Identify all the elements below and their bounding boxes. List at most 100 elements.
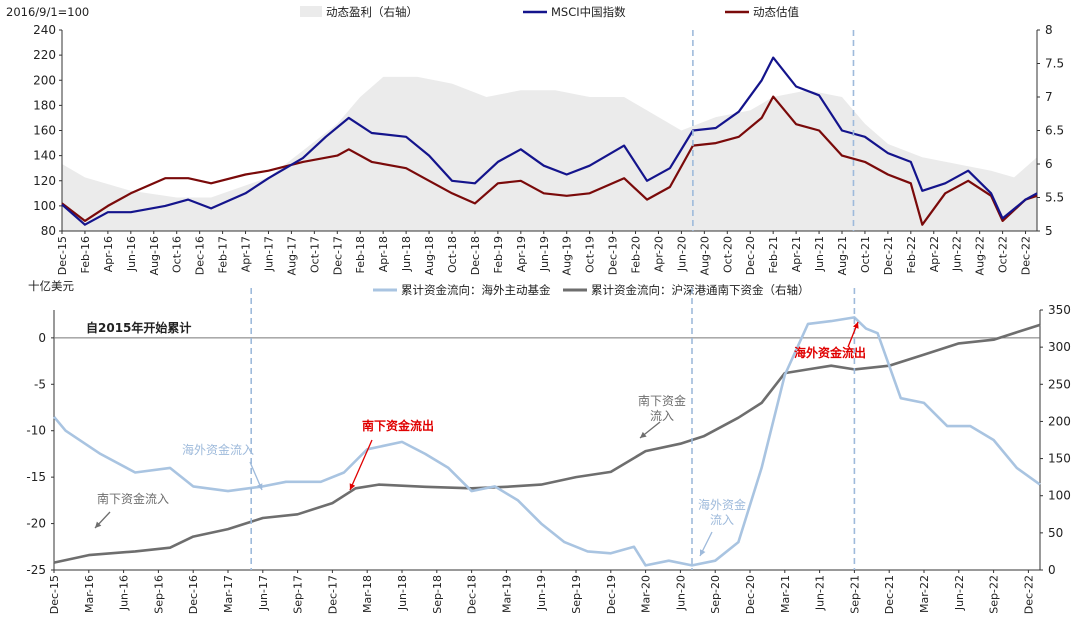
line-dynamic-valuation [61,95,1038,226]
x-tick-label: Feb-16 [79,236,92,273]
x-tick-label: Jun-18 [400,236,413,272]
left-tick-label: -25 [26,563,46,577]
x-tick-label: Jun-21 [813,236,826,272]
x-tick-label: Apr-16 [102,236,115,272]
right-tick-label: 250 [1048,377,1071,391]
annotation-arrowhead [640,431,647,438]
x-tick-label: Oct-16 [171,236,184,273]
x-tick-label: Oct-20 [721,236,734,273]
x-tick-label: Jun-19 [538,236,551,272]
x-tick-label: Feb-17 [217,236,230,273]
line-overseas-flow [53,316,1041,567]
x-tick-label: Sep-16 [152,575,165,614]
x-tick-label: Mar-19 [500,575,513,613]
x-tick-label: Aug-16 [148,236,161,275]
legend-label: 动态盈利（右轴） [326,5,418,19]
x-tick-label: Mar-21 [779,575,792,613]
x-tick-label: Oct-18 [446,236,459,273]
x-tick-label: Aug-17 [285,236,298,275]
left-tick-label: 120 [33,174,56,188]
x-tick-label: Mar-18 [361,575,374,613]
x-tick-label: Apr-19 [515,236,528,272]
x-tick-label: Jun-19 [535,575,548,611]
legend-label: 累计资金流向：海外主动基金 [401,283,551,297]
x-tick-label: Oct-21 [859,236,872,273]
x-tick-label: Dec-22 [1020,236,1033,275]
left-tick-label: -10 [26,424,46,438]
x-tick-label: Aug-20 [698,236,711,275]
legend-swatch-profit [300,6,322,17]
x-tick-label: Aug-21 [836,236,849,275]
annotation-label: 海外资金流出 [794,345,866,360]
x-tick-label: Dec-21 [883,575,896,614]
x-tick-label: Sep-18 [431,575,444,614]
x-tick-label: Dec-15 [48,575,61,614]
area-dynamic-earnings [62,76,1037,232]
line-southbound-flow [53,323,1041,564]
right-tick-label: 6 [1045,157,1053,171]
right-tick-label: 200 [1048,414,1071,428]
left-tick-label: -20 [26,517,46,531]
annotation-arrowhead [700,549,706,556]
x-tick-label: Aug-19 [561,236,574,275]
annotation-arrowhead [95,521,102,528]
left-axis-caption: 2016/9/1=100 [6,5,89,19]
annotation-label: 南下资金流入 [638,393,686,423]
x-tick-label: Mar-22 [918,575,931,613]
x-tick-label: Jun-18 [396,575,409,611]
left-tick-label: 240 [33,23,56,37]
x-tick-label: Sep-20 [709,575,722,614]
x-tick-label: Oct-19 [584,236,597,273]
x-tick-label: Dec-21 [882,236,895,275]
x-tick-label: Dec-17 [331,236,344,275]
right-tick-label: 5 [1045,224,1053,238]
annotation-arrowhead [349,483,356,490]
right-tick-label: 50 [1048,526,1063,540]
line-msci-china [61,56,1038,226]
left-tick-label: 140 [33,149,56,163]
legend-label: 动态估值 [753,5,799,19]
x-tick-label: Jun-20 [674,575,687,611]
x-tick-label: Aug-18 [423,236,436,275]
x-tick-label: Dec-20 [744,575,757,614]
right-tick-label: 7 [1045,90,1053,104]
x-tick-label: Feb-18 [354,236,367,273]
x-tick-label: Dec-16 [187,575,200,614]
annotation-label: 南下资金流入 [97,491,169,506]
annotation-arrowhead [256,483,263,490]
right-tick-label: 5.5 [1045,191,1064,205]
x-tick-label: Dec-19 [605,575,618,614]
x-tick-label: Jun-20 [675,236,688,272]
annotation-arrow [349,439,373,491]
x-tick-label: Apr-21 [790,236,803,272]
right-tick-label: 0 [1048,563,1056,577]
x-tick-label: Sep-19 [570,575,583,614]
annotation-label: 南下资金流出 [362,418,434,433]
x-tick-label: Jun-16 [125,236,138,272]
right-tick-label: 150 [1048,452,1071,466]
x-tick-label: Dec-20 [744,236,757,275]
x-tick-label: Dec-19 [607,236,620,275]
x-tick-label: Feb-22 [905,236,918,273]
x-tick-label: Jun-21 [814,575,827,611]
x-tick-label: Feb-20 [630,236,643,273]
x-tick-label: Apr-22 [928,236,941,272]
right-tick-label: 100 [1048,489,1071,503]
x-tick-label: Dec-16 [194,236,207,275]
annotation-label: 海外资金流入 [182,442,254,457]
zero-line-label: 自2015年开始累计 [86,320,191,335]
right-tick-label: 350 [1048,303,1071,317]
x-tick-label: Dec-18 [466,575,479,614]
x-tick-label: Oct-17 [308,236,321,273]
x-tick-label: Mar-17 [222,575,235,613]
x-tick-label: Dec-15 [56,236,69,275]
x-tick-label: Apr-20 [652,236,665,272]
x-tick-label: Sep-17 [292,575,305,614]
left-tick-label: 80 [41,224,56,238]
x-tick-label: Jun-22 [951,236,964,272]
x-tick-label: Sep-21 [848,575,861,614]
left-tick-label: -5 [34,377,46,391]
right-tick-label: 7.5 [1045,57,1064,71]
